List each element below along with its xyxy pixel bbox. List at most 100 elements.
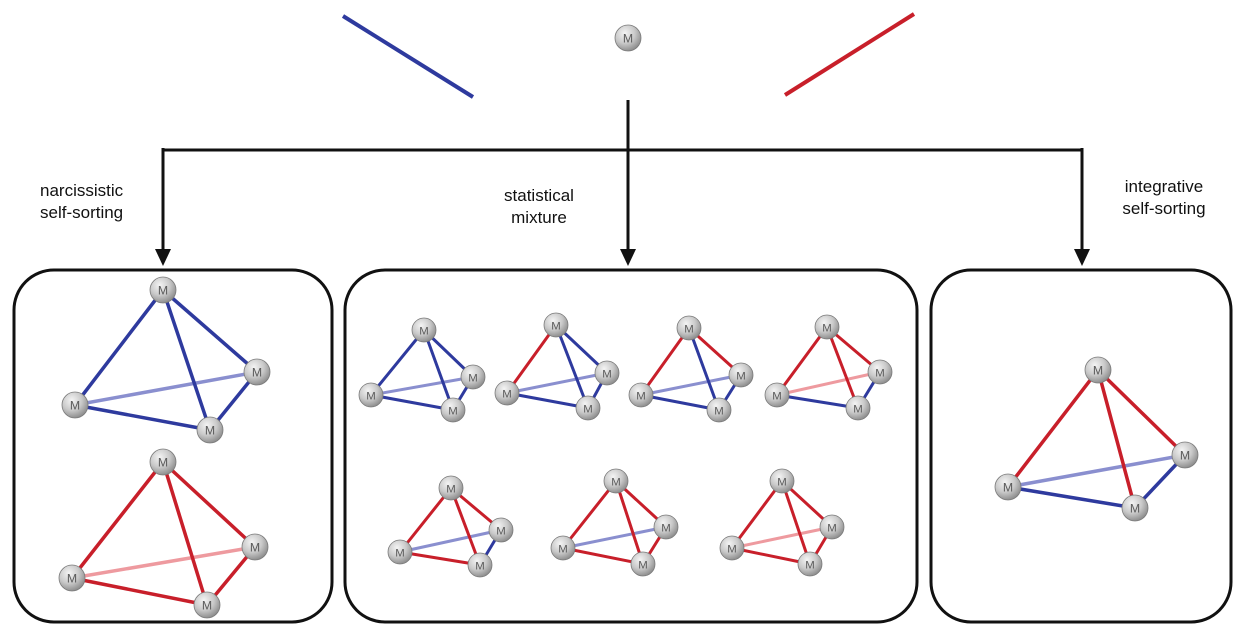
metal-label: M [661,522,671,534]
metal-label: M [602,368,612,380]
arrow-tree [161,100,1084,250]
label-integrative-line1: integrative [1124,177,1204,196]
metal-node: M [438,475,464,501]
ligand-right-line [783,12,916,97]
metal-node: M [819,514,845,540]
ligand-edge [639,393,721,412]
ligand-edge [730,546,812,566]
metal-label: M [250,541,260,555]
metal-node: M [61,391,89,419]
metal-sphere [440,397,466,423]
metal-sphere [845,395,871,421]
metal-node: M [550,535,576,561]
metal-label: M [496,525,506,537]
label-narcissistic-line2: self-sorting [40,203,124,222]
metal-label: M [1180,449,1190,463]
ligand-edge [70,576,209,607]
metal-sphere [994,473,1022,501]
ligand-edge [70,460,165,580]
metal-node: M [814,314,840,340]
ligand-edge [1096,368,1137,510]
metal-label: M [623,32,633,46]
metal-label: M [777,476,787,488]
metal-sphere [719,535,745,561]
metal-sphere [193,591,221,619]
metal-label: M [1003,481,1013,495]
metal-node: M [630,551,656,577]
panel-statistical-box [343,268,919,624]
metal-node: M [994,473,1022,501]
back-edge [398,528,503,554]
metal-sphere [614,24,642,52]
metal-label: M [853,403,863,415]
metal-sphere [867,359,893,385]
metal-sphere [1121,494,1149,522]
ligand-edge [639,326,691,397]
metal-node: M [193,591,221,619]
ligand-left-line [341,14,475,99]
metal-sphere [358,382,384,408]
panel-integrative-box [929,268,1233,624]
metal-label: M [772,390,782,402]
metal-sphere [460,364,486,390]
metal-label: M [1130,502,1140,516]
metal-sphere [1171,441,1199,469]
metal-sphere [61,391,89,419]
metal-ion-top: M [614,24,642,52]
metal-node: M [676,315,702,341]
metal-node: M [628,382,654,408]
metal-sphere [494,380,520,406]
metal-node: M [797,551,823,577]
metal-label: M [1093,364,1103,378]
metal-node: M [494,380,520,406]
metal-sphere [676,315,702,341]
metal-node: M [1171,441,1199,469]
back-edge [73,370,259,407]
metal-node: M [243,358,271,386]
metal-sphere [387,539,413,565]
metal-label: M [205,424,215,438]
metal-node: M [440,397,466,423]
tetrahedron-statistical-1: M M M M [358,317,486,423]
ligand-edge [73,288,165,407]
metal-sphere [1084,356,1112,384]
metal-node: M [719,535,745,561]
metal-sphere [243,358,271,386]
ligand-edge [775,393,860,410]
label-integrative: integrative self-sorting [1104,176,1224,220]
metal-sphere [769,468,795,494]
arrowhead-middle [620,249,636,266]
ligand-edge [614,479,645,566]
metal-label: M [638,559,648,571]
metal-label: M [448,405,458,417]
metal-node: M [845,395,871,421]
back-edge [70,545,257,580]
metal-label: M [468,372,478,384]
metal-label: M [875,367,885,379]
metal-label: M [366,390,376,402]
panel-narcissistic-box [12,268,334,624]
ligand-edge [161,460,257,549]
metal-node: M [411,317,437,343]
metal-sphere [728,362,754,388]
label-narcissistic-line1: narcissistic [40,181,124,200]
tetrahedron-narcissistic-1: M M M M [61,276,271,444]
metal-sphere [149,276,177,304]
metal-sphere [653,514,679,540]
tetrahedron-statistical-3: M M M M [628,315,754,423]
metal-node: M [543,312,569,338]
tetrahedron-integrative-1: M M M M [994,356,1199,522]
metal-node: M [867,359,893,385]
metal-sphere [603,468,629,494]
metal-sphere [594,360,620,386]
ligand-edge [561,479,618,550]
ligand-edge [730,479,784,550]
label-statistical-line1: statistical [504,186,574,205]
metal-sphere [196,416,224,444]
metal-node: M [387,539,413,565]
metal-label: M [202,599,212,613]
back-edge [561,525,668,550]
metal-node: M [358,382,384,408]
metal-label: M [805,559,815,571]
